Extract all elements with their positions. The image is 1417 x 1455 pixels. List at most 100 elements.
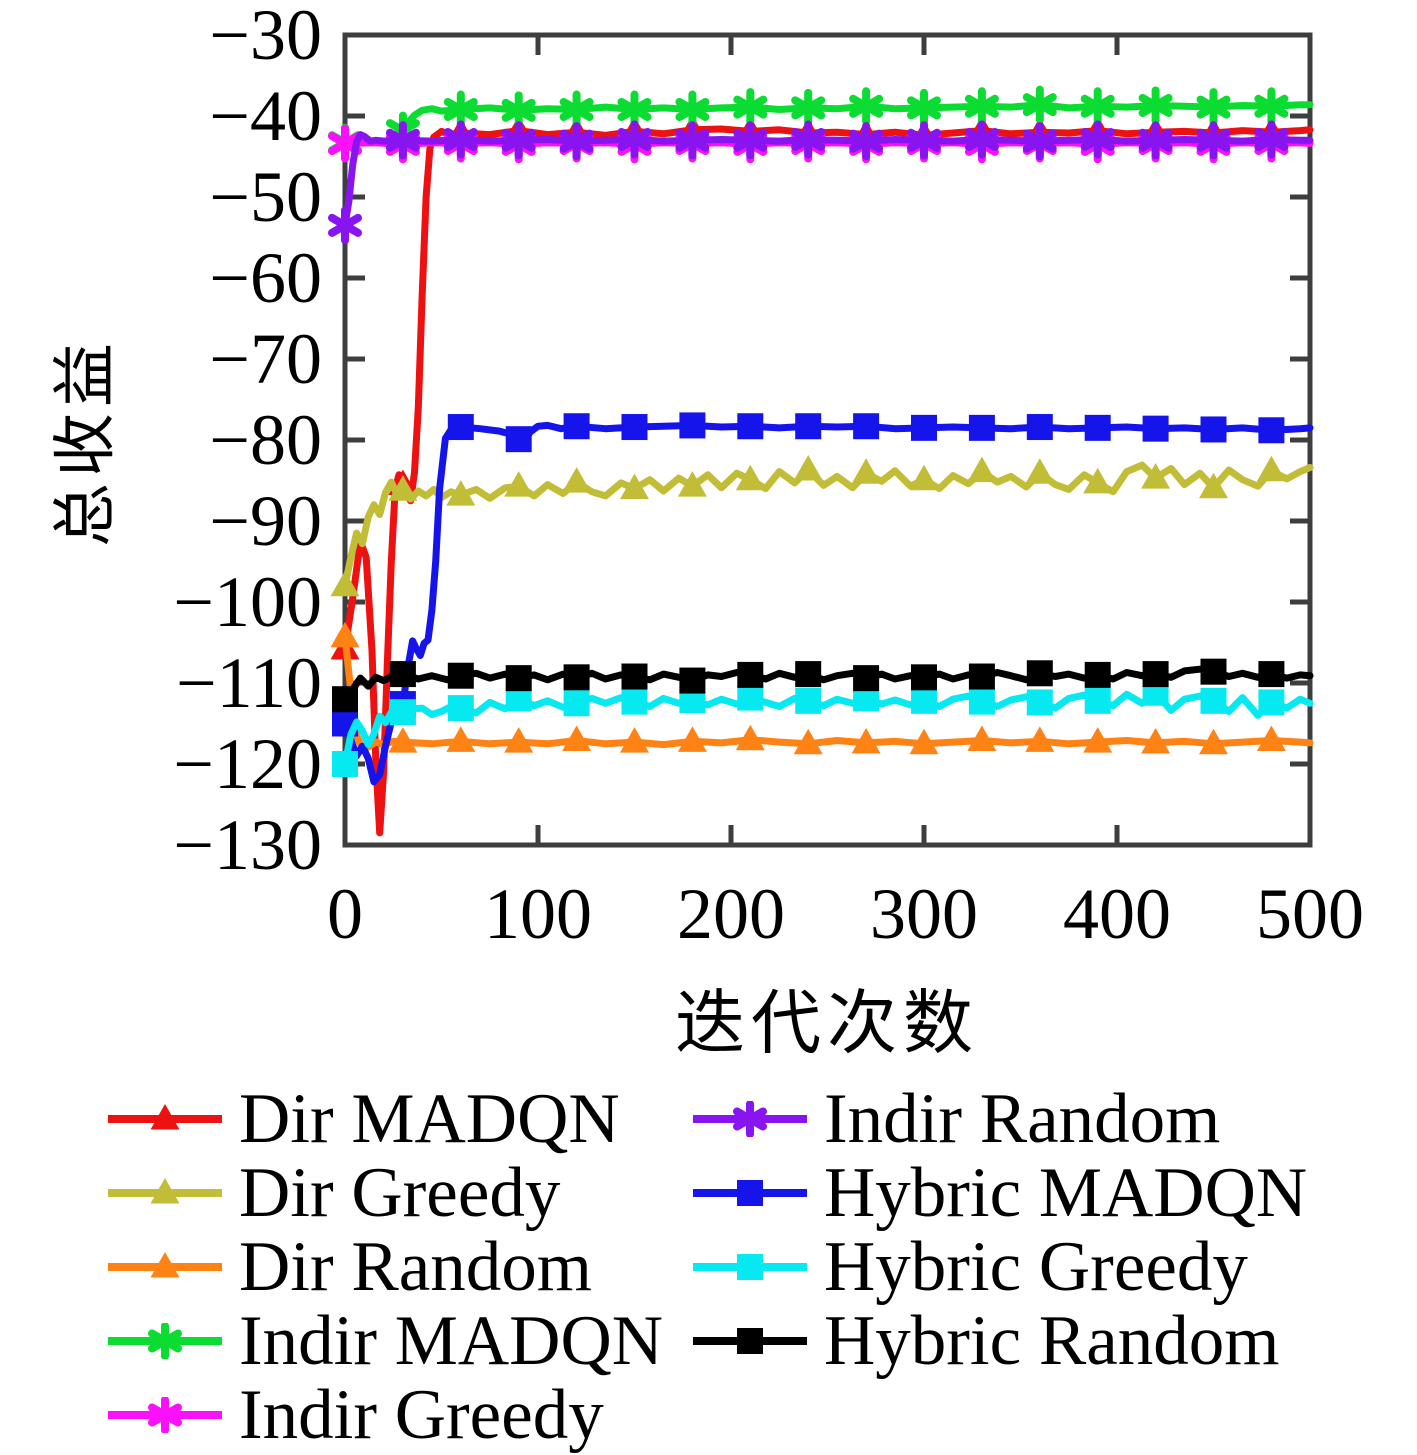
- marker-triangle: [446, 726, 476, 752]
- marker-square: [1084, 687, 1111, 714]
- legend-label-dir-madqn: Dir MADQN: [239, 1079, 620, 1158]
- legend-sample-hybric-greedy: [693, 1254, 807, 1280]
- x-tick-label: 300: [870, 874, 978, 954]
- marker-asterisk: [675, 90, 710, 129]
- marker-square: [389, 699, 416, 726]
- marker-asterisk: [385, 121, 420, 160]
- legend-column-left: Dir MADQN Dir Greedy Dir Random Indir MA…: [105, 1082, 690, 1452]
- marker-asterisk: [733, 121, 768, 160]
- marker-asterisk: [1080, 87, 1115, 126]
- series-line-hybric-greedy: [341, 689, 1314, 768]
- legend-sample-indir-random: [693, 1101, 807, 1137]
- legend-label-hybric-random: Hybric Random: [824, 1301, 1280, 1380]
- marker-triangle: [1141, 727, 1171, 754]
- marker-square: [911, 687, 937, 714]
- marker-square: [737, 684, 764, 711]
- marker-triangle: [150, 1104, 180, 1130]
- marker-square: [737, 413, 764, 440]
- marker-square: [853, 665, 880, 692]
- marker-square: [1084, 661, 1111, 688]
- marker-triangle: [1141, 463, 1171, 489]
- marker-asterisk: [617, 90, 652, 129]
- legend-sample-dir-random: [108, 1252, 222, 1278]
- legend-label-indir-madqn: Indir MADQN: [239, 1301, 663, 1380]
- marker-square: [447, 695, 474, 722]
- marker-triangle: [677, 726, 707, 752]
- marker-triangle: [620, 727, 649, 753]
- marker-triangle: [1199, 728, 1228, 755]
- marker-asterisk: [849, 87, 884, 126]
- marker-square: [621, 688, 648, 715]
- marker-triangle: [504, 471, 534, 497]
- marker-square: [505, 426, 532, 453]
- marker-triangle: [388, 727, 418, 753]
- marker-square: [795, 661, 822, 688]
- legend-label-indir-random: Indir Random: [824, 1079, 1221, 1158]
- marker-triangle: [909, 464, 939, 491]
- legend-sample-dir-madqn: [108, 1104, 222, 1130]
- marker-square: [1258, 689, 1285, 716]
- marker-square: [1258, 661, 1285, 688]
- marker-triangle: [909, 728, 939, 755]
- y-tick-label: −90: [209, 481, 322, 561]
- marker-square: [1200, 416, 1227, 443]
- marker-square: [853, 413, 880, 440]
- legend-label-dir-greedy: Dir Greedy: [239, 1153, 561, 1232]
- marker-asterisk: [849, 122, 884, 161]
- marker-asterisk: [1022, 122, 1057, 161]
- marker-square: [737, 1328, 763, 1354]
- marker-triangle: [793, 728, 823, 755]
- legend-sample-dir-greedy: [108, 1178, 222, 1204]
- marker-asterisk: [328, 206, 362, 245]
- marker-square: [621, 414, 648, 441]
- legend-item-dir-madqn: Dir MADQN: [105, 1082, 690, 1156]
- legend-label-hybric-madqn: Hybric MADQN: [824, 1153, 1308, 1232]
- y-tick-label: −80: [209, 400, 322, 480]
- marker-asterisk: [559, 90, 594, 129]
- x-tick-label: 100: [484, 874, 592, 954]
- x-tick-label: 400: [1063, 874, 1171, 954]
- marker-asterisk: [443, 90, 478, 129]
- plot-area: [328, 32, 1314, 848]
- marker-square: [1200, 658, 1227, 685]
- marker-square: [447, 414, 474, 441]
- legend-label-indir-greedy: Indir Greedy: [239, 1375, 604, 1454]
- series-line-indir-madqn: [341, 101, 1314, 147]
- marker-asterisk: [443, 120, 478, 159]
- marker-triangle: [1083, 467, 1113, 494]
- marker-triangle: [330, 570, 360, 597]
- legend-item-hybric-madqn: Hybric MADQN: [690, 1156, 1307, 1230]
- legend-item-hybric-random: Hybric Random: [690, 1304, 1307, 1378]
- marker-asterisk: [1138, 86, 1173, 125]
- marker-asterisk: [1254, 87, 1289, 126]
- marker-square: [795, 413, 822, 440]
- marker-square: [1026, 414, 1053, 441]
- marker-square: [1026, 660, 1053, 687]
- x-axis-label: 迭代次数: [675, 986, 979, 1063]
- legend-item-indir-greedy: Indir Greedy: [105, 1378, 690, 1452]
- marker-asterisk: [617, 120, 652, 159]
- marker-asterisk: [1080, 120, 1115, 159]
- marker-asterisk: [675, 121, 710, 160]
- marker-square: [447, 662, 474, 689]
- y-tick-label: −130: [173, 805, 322, 885]
- marker-triangle: [1199, 472, 1228, 499]
- legend-label-hybric-greedy: Hybric Greedy: [824, 1227, 1248, 1306]
- x-tick-label: 0: [327, 874, 363, 954]
- marker-triangle: [1256, 455, 1286, 482]
- marker-triangle: [620, 473, 649, 500]
- legend-sample-hybric-random: [693, 1328, 807, 1354]
- y-tick-label: −50: [209, 157, 322, 237]
- series-line-dir-greedy: [341, 461, 1314, 590]
- y-tick-label: −70: [209, 319, 322, 399]
- legend-sample-indir-greedy: [108, 1397, 222, 1433]
- marker-triangle: [330, 621, 360, 648]
- marker-asterisk: [559, 122, 594, 161]
- marker-triangle: [562, 725, 592, 752]
- marker-asterisk: [501, 121, 536, 160]
- legend-item-indir-random: Indir Random: [690, 1082, 1307, 1156]
- marker-square: [505, 665, 532, 692]
- y-tick-label: −30: [209, 0, 322, 75]
- y-tick-label: −40: [209, 76, 322, 156]
- marker-asterisk: [1254, 120, 1289, 159]
